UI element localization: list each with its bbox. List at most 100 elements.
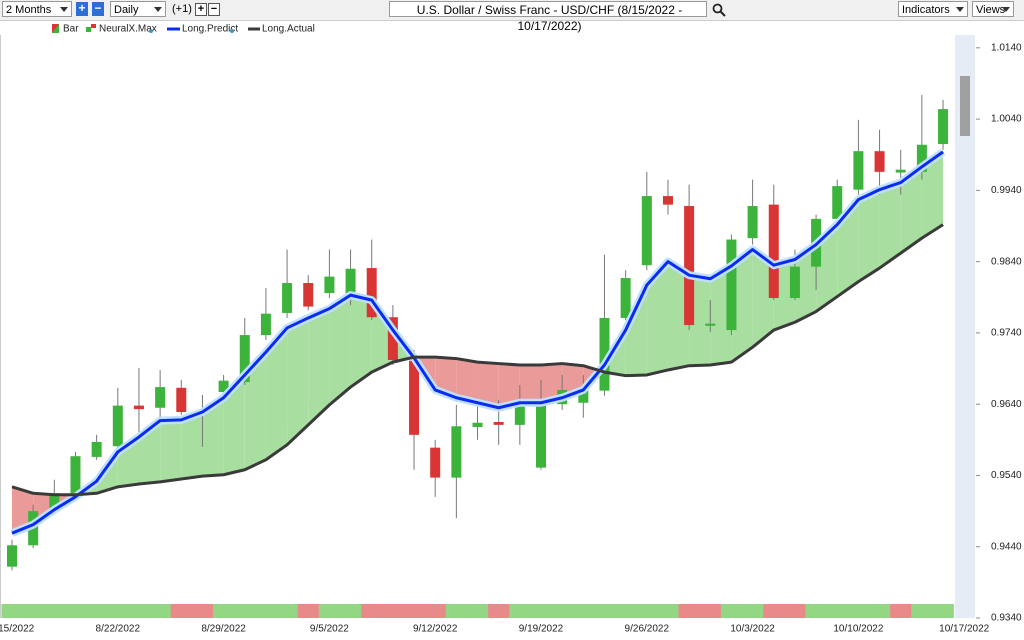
spread-fill — [12, 486, 34, 534]
candle-body — [7, 545, 17, 567]
spread-fill — [667, 261, 690, 370]
signal-cell — [170, 604, 193, 618]
x-tick-label: 8/22/2022 — [96, 624, 141, 635]
spread-fill — [689, 275, 711, 366]
spread-fill — [160, 419, 182, 482]
candle-body — [282, 283, 293, 313]
y-tick-label: 0.9440 — [991, 541, 1022, 552]
zoom-in[interactable]: + — [76, 2, 88, 16]
signal-cell — [572, 604, 595, 618]
spread-fill — [921, 151, 944, 239]
spread-fill — [498, 363, 520, 408]
spread-fill — [477, 362, 499, 408]
signal-cell — [868, 604, 891, 618]
candle-body — [895, 169, 906, 173]
signal-cell — [615, 604, 637, 618]
candle-body — [514, 402, 525, 425]
signal-cell — [43, 604, 66, 618]
x-tick-label: 8/29/2022 — [201, 624, 246, 635]
y-tick-label: 0.9640 — [991, 399, 1022, 410]
signal-cell — [107, 604, 129, 618]
spread-fill — [456, 358, 478, 403]
candle-body — [832, 186, 843, 219]
signal-cell — [784, 604, 806, 618]
candle-body — [260, 313, 271, 336]
legend-label: Bar — [63, 24, 79, 35]
scrollbar-track — [955, 35, 975, 618]
legend-dot — [230, 29, 234, 33]
y-tick-label: 0.9940 — [991, 185, 1022, 196]
candle-body — [641, 196, 652, 266]
candle-body — [451, 426, 462, 478]
signal-cell — [382, 604, 404, 618]
signal-cell — [318, 604, 341, 618]
toolbar: 2 Months + − Daily (+1) + − U.S. Dollar … — [0, 0, 1024, 33]
candle-body — [747, 206, 758, 239]
spread-fill — [773, 259, 795, 331]
series-line — [11, 223, 944, 497]
spread-fill — [308, 308, 330, 425]
candle-body — [684, 206, 695, 326]
spread-fill — [435, 357, 457, 398]
signal-cell — [466, 604, 489, 618]
candle-body — [493, 422, 504, 425]
indicators-select[interactable]: Indicators — [898, 1, 968, 17]
y-tick-label: 1.0140 — [991, 42, 1022, 53]
signal-cell — [932, 604, 954, 618]
signal-cell — [488, 604, 510, 618]
spread-fill — [329, 295, 351, 405]
candle-body — [599, 317, 610, 391]
spread-fill — [646, 261, 668, 375]
signal-cell — [720, 604, 743, 618]
signal-cell — [86, 604, 108, 618]
search-icon[interactable] — [712, 3, 726, 17]
signal-cell — [297, 604, 320, 618]
candle-body — [112, 405, 123, 447]
signal-cell — [22, 604, 45, 618]
signal-cell — [361, 604, 383, 618]
legend-label: Long.Actual — [262, 24, 315, 35]
legend-signal-icon — [91, 24, 96, 28]
candle-body — [472, 422, 483, 427]
interval-select[interactable]: Daily — [110, 1, 166, 17]
signal-cell — [636, 604, 658, 618]
signal-cell — [64, 604, 87, 618]
views-select[interactable]: Views — [972, 1, 1014, 17]
candle-body — [303, 283, 314, 307]
candle-body — [705, 323, 716, 326]
spread-fill — [541, 363, 563, 403]
x-tick-label: 9/19/2022 — [519, 624, 564, 635]
signal-cell — [339, 604, 362, 618]
zoom-out[interactable]: − — [92, 2, 104, 16]
candle-body — [768, 204, 779, 298]
candle-body — [789, 266, 800, 298]
offset-minus[interactable]: − — [208, 3, 220, 16]
candle-body — [133, 405, 144, 410]
signal-cell — [657, 604, 679, 618]
signal-cell — [424, 604, 447, 618]
indicators-text: Indicators — [902, 4, 950, 16]
spread-fill — [244, 352, 266, 470]
x-tick-label: 10/10/2022 — [833, 624, 883, 635]
spread-fill — [350, 295, 372, 388]
x-tick-label: 9/12/2022 — [413, 624, 458, 635]
spread-fill — [287, 317, 309, 445]
legend-label: Long.Predict — [182, 24, 238, 35]
candle-body — [324, 276, 335, 294]
scrollbar-thumb[interactable] — [960, 76, 970, 136]
views-text: Views — [976, 4, 1006, 16]
signal-cell — [234, 604, 256, 618]
candle-body — [874, 151, 885, 172]
interval-text: Daily — [114, 4, 139, 16]
signal-cell — [128, 604, 150, 618]
offset-plus[interactable]: + — [195, 3, 207, 16]
offset-text: (+1) — [172, 3, 192, 15]
spread-fill — [900, 166, 922, 254]
y-tick-label: 0.9540 — [991, 470, 1022, 481]
symbol-box[interactable]: U.S. Dollar / Swiss Franc - USD/CHF (8/1… — [389, 1, 707, 33]
period-select[interactable]: 2 Months — [2, 1, 72, 17]
candle-body — [578, 390, 589, 403]
spread-fill — [625, 285, 647, 376]
y-tick-label: 1.0040 — [991, 114, 1022, 125]
x-tick-label: 9/26/2022 — [625, 624, 670, 635]
